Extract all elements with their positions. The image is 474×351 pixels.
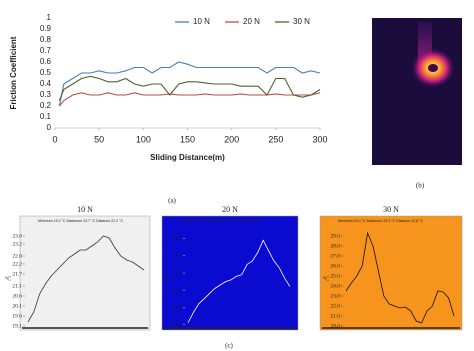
panel-label: (a)	[168, 197, 176, 205]
chart-title: 10 N	[77, 205, 93, 214]
y-tick-label: 0.6	[40, 57, 52, 66]
y-tick-label: 28.0	[330, 243, 340, 249]
y-tick-label: 25.1	[172, 236, 182, 242]
y-axis-label: Friction Coefficient	[9, 36, 18, 109]
y-tick-label: 22.1	[172, 287, 182, 293]
y-tick-label: 21.1	[12, 283, 22, 289]
panel-label: (b)	[416, 182, 425, 190]
y-tick-label: 21.0	[330, 313, 340, 319]
legend-label: 20 N	[243, 17, 260, 26]
chart-subtitle: Minimum 20.1 °C Maximum 25.1 °C Distance…	[180, 219, 266, 223]
x-tick-label: 100	[136, 134, 151, 144]
y-tick-label: 0	[47, 123, 52, 132]
x-axis-label: Sliding Distance(m)	[150, 153, 225, 162]
x-tick-label: 250	[268, 134, 283, 144]
x-tick-label: 150	[180, 134, 195, 144]
series-line	[58, 75, 321, 101]
x-tick-label: 50	[94, 134, 104, 144]
y-tick-label: 24.0	[330, 283, 340, 289]
thermal-image	[372, 18, 462, 165]
y-tick-label: 22.0	[330, 303, 340, 309]
x-tick-label: 0	[52, 134, 57, 144]
y-tick-label: 20.6	[12, 293, 22, 299]
y-tick-label: 19.6	[12, 313, 22, 319]
y-tick-label: 0.4	[40, 79, 52, 88]
series-line	[58, 61, 321, 107]
y-tick-label: 23.6	[12, 233, 22, 239]
y-tick-label: 21.1	[172, 305, 182, 311]
y-tick-label: 0.3	[40, 90, 52, 99]
plot-background	[19, 215, 151, 331]
temperature-line	[187, 239, 291, 323]
y-tick-label: 20.1	[172, 322, 182, 328]
y-tick-label: 0.5	[40, 68, 52, 77]
y-tick-label: 0.2	[40, 101, 52, 110]
y-tick-label: 24.1	[172, 253, 182, 259]
chart-title: 20 N	[222, 205, 238, 214]
y-tick-label: 26.0	[330, 263, 340, 269]
panel-label: (c)	[225, 342, 233, 350]
legend-label: 10 N	[193, 17, 210, 26]
legend-label: 30 N	[293, 17, 310, 26]
plot-background	[161, 215, 299, 331]
y-tick-label: 22.2	[12, 261, 22, 267]
y-tick-label: 0.1	[40, 112, 52, 121]
x-tick-label: 300	[312, 134, 327, 144]
y-tick-label: 29.0	[330, 233, 340, 239]
y-tick-label: 23.0	[330, 293, 340, 299]
chart-subtitle: Minimum 19.2 °C Maximum 23.7 °C Distance…	[38, 219, 124, 223]
temperature-line	[27, 235, 145, 323]
y-tick-label: 22.6	[12, 253, 22, 259]
y-tick-label: 23.2	[12, 241, 22, 247]
chart-subtitle: Minimum 20.0 °C Maximum 29.3 °C Distance…	[338, 219, 424, 223]
y-tick-label: 0.8	[40, 35, 52, 44]
y-tick-label: 21.7	[12, 271, 22, 277]
y-tick-label: 19.1	[12, 323, 22, 329]
y-tick-label: 1	[47, 13, 52, 22]
temperature-line	[345, 231, 455, 324]
plot-background	[319, 215, 463, 331]
y-tick-label: 20.0	[330, 323, 340, 329]
y-tick-label: 0.7	[40, 46, 52, 55]
chart-title: 30 N	[383, 205, 399, 214]
y-axis-label: °C	[323, 275, 329, 282]
y-axis-label: °C	[165, 275, 171, 282]
x-tick-label: 200	[224, 134, 239, 144]
y-tick-label: 27.0	[330, 253, 340, 259]
y-tick-label: 0.9	[40, 24, 52, 33]
y-tick-label: 23.1	[172, 270, 182, 276]
series-line	[58, 92, 321, 107]
y-tick-label: 25.0	[330, 273, 340, 279]
y-tick-label: 20.1	[12, 303, 22, 309]
y-axis-label: °C	[5, 275, 11, 282]
